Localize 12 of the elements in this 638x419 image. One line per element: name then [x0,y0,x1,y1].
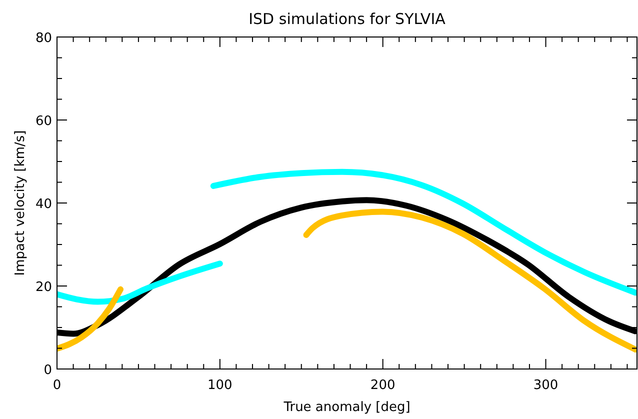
x-tick-label: 300 [533,378,558,393]
y-axis-title: Impact velocity [km/s] [13,130,28,276]
x-tick-label: 100 [208,378,232,393]
y-tick-label: 20 [35,280,52,295]
x-tick-label: 0 [52,378,62,393]
y-tick-label: 0 [44,363,52,378]
y-tick-label: 40 [35,197,52,212]
chart-title: ISD simulations for SYLVIA [248,10,446,28]
x-axis-title: True anomaly [deg] [282,400,410,415]
y-tick-label: 60 [35,114,52,129]
y-tick-label: 80 [35,31,52,46]
x-tick-label: 200 [370,378,396,393]
